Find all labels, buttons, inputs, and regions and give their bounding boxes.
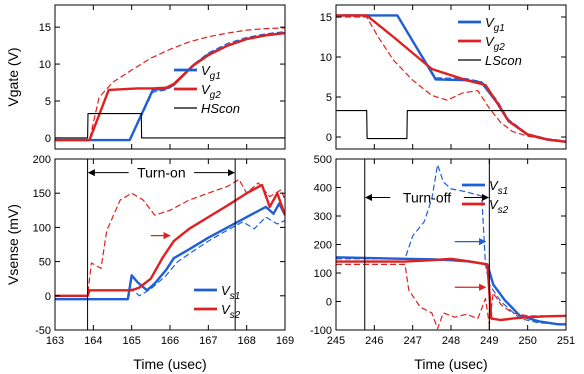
y-tick-label: 50 — [39, 257, 51, 269]
series-line-1 — [336, 164, 566, 325]
x-axis-label: Time (usec) — [133, 356, 206, 372]
series-line-1 — [55, 31, 285, 141]
plot-frame — [54, 158, 286, 331]
y-tick-label: 0 — [326, 297, 332, 309]
x-tick-label: 163 — [46, 335, 64, 347]
series-line-4 — [55, 113, 285, 139]
series-line-3 — [336, 263, 566, 330]
legend-label: Vs2 — [221, 302, 241, 321]
legend-label: Vg1 — [201, 63, 221, 82]
y-tick-label: 15 — [39, 22, 51, 34]
series-line-2 — [55, 183, 285, 297]
y-axis-label: Vgate (V) — [5, 47, 21, 106]
y-tick-label: 0 — [326, 132, 332, 144]
y-tick-label: -100 — [310, 325, 332, 337]
x-axis-label: Time (usec) — [414, 356, 487, 372]
plot-frame — [54, 4, 286, 150]
y-axis-label: Vsense (mV) — [5, 204, 21, 285]
y-tick-label: 10 — [39, 59, 51, 71]
y-tick-label: 300 — [314, 211, 332, 223]
x-tick-label: 167 — [199, 335, 217, 347]
y-tick-label: 200 — [314, 240, 332, 252]
y-tick-label: 200 — [33, 154, 51, 166]
series-line-0 — [336, 256, 566, 326]
x-tick-label: 248 — [442, 335, 460, 347]
y-tick-label: -50 — [35, 325, 51, 337]
annotation-label: Turn-off — [403, 189, 451, 205]
y-tick-label: 100 — [33, 222, 51, 234]
x-tick-label: 250 — [518, 335, 536, 347]
x-tick-label: 166 — [161, 335, 179, 347]
series-line-2 — [336, 257, 566, 322]
series-line-1 — [55, 216, 285, 300]
y-tick-label: 10 — [320, 52, 332, 64]
y-tick-label: 100 — [314, 268, 332, 280]
y-tick-label: 500 — [314, 154, 332, 166]
series-line-3 — [55, 178, 285, 297]
series-line-4 — [336, 110, 566, 140]
legend-label: Vs1 — [489, 178, 508, 197]
plot-frame — [335, 158, 567, 331]
legend-label: Vs2 — [489, 197, 509, 216]
x-tick-label: 164 — [84, 335, 102, 347]
x-tick-label: 245 — [327, 335, 345, 347]
panel-bottom-right: -100 0 100 200 300 400 500 245 246 247 248 249 250 25… — [310, 154, 575, 372]
x-tick-label: 165 — [122, 335, 140, 347]
x-tick-label: 249 — [480, 335, 498, 347]
y-tick-label: 15 — [320, 12, 332, 24]
x-tick-label: 168 — [237, 335, 255, 347]
series-line-0 — [55, 202, 285, 301]
series-line-3 — [336, 16, 566, 143]
series-line-3 — [55, 27, 285, 141]
plot-frame — [335, 4, 567, 150]
annotation-label: Turn-on — [137, 165, 186, 181]
y-tick-label: 5 — [45, 96, 51, 108]
legend-label: LScon — [485, 53, 522, 68]
panel-bottom-left: -50 0 50 100 150 200 163 164 165 166 167 168 169 Vsen… — [5, 154, 294, 372]
legend-label: Vs1 — [221, 283, 240, 302]
series-line-1 — [336, 14, 566, 142]
x-tick-label: 251 — [557, 335, 575, 347]
y-tick-label: 400 — [314, 183, 332, 195]
legend-label: Vg1 — [485, 15, 505, 34]
y-tick-label: 5 — [326, 92, 332, 104]
legend-label: HScon — [201, 101, 240, 116]
legend-label: Vg2 — [485, 34, 505, 53]
series-line-2 — [336, 14, 566, 143]
x-tick-label: 247 — [403, 335, 421, 347]
y-tick-label: 0 — [45, 133, 51, 145]
y-tick-label: 0 — [45, 291, 51, 303]
series-line-2 — [55, 31, 285, 142]
x-tick-label: 169 — [276, 335, 294, 347]
y-tick-label: 150 — [33, 188, 51, 200]
x-tick-label: 246 — [365, 335, 383, 347]
legend-label: Vg2 — [201, 82, 221, 101]
